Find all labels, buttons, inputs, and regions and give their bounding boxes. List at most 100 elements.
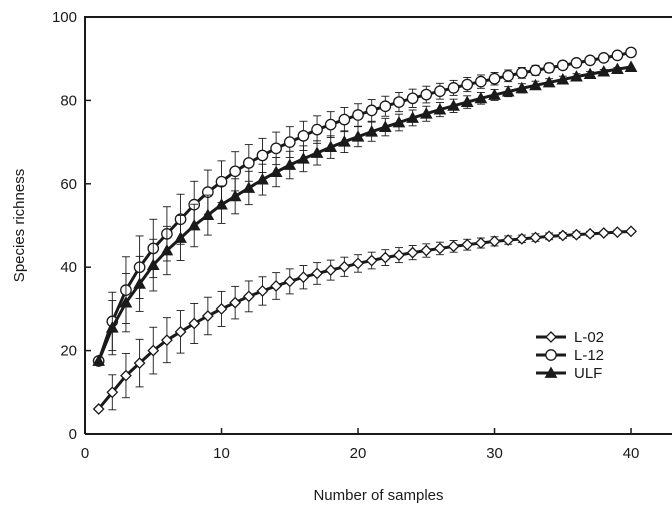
data-point (338, 260, 351, 273)
data-point (515, 67, 528, 79)
data-point (174, 325, 187, 338)
series-line (97, 50, 632, 362)
y-tick-label: 60 (60, 176, 77, 193)
data-point (433, 103, 447, 115)
data-point (229, 165, 242, 178)
data-point (584, 54, 596, 67)
data-point (434, 85, 446, 98)
data-point (406, 92, 419, 105)
data-point (351, 130, 365, 142)
data-point (570, 57, 583, 69)
data-point (324, 118, 337, 131)
legend-marker (545, 349, 557, 361)
x-tick-label: 0 (81, 445, 89, 462)
data-point (105, 321, 119, 333)
x-axis-label: Number of samples (313, 487, 443, 504)
data-point (379, 100, 392, 113)
data-point (529, 231, 542, 244)
legend-label: ULF (574, 365, 602, 382)
series-line (97, 229, 632, 410)
data-point (229, 296, 242, 309)
data-point (393, 249, 405, 262)
data-point (106, 386, 119, 399)
legend-item-ulf: ULF (536, 365, 602, 382)
axes: 0 20 40 60 80 100 0 10 20 30 40 (52, 9, 672, 462)
plot-area (92, 46, 638, 415)
data-point (352, 257, 364, 270)
data-point (215, 175, 228, 188)
data-point (297, 152, 310, 164)
data-point (119, 296, 133, 308)
data-point (352, 109, 364, 121)
data-point (256, 173, 269, 185)
data-point (406, 246, 419, 259)
data-point (147, 344, 160, 357)
data-point (242, 290, 255, 303)
data-point (311, 123, 323, 136)
data-point (542, 75, 556, 88)
legend-marker (544, 366, 558, 378)
data-point (420, 88, 433, 101)
data-point (611, 62, 624, 75)
data-point (502, 69, 515, 82)
data-point (583, 67, 597, 80)
legend-item-l-02: L-02 (536, 329, 604, 346)
data-point (461, 238, 474, 251)
data-point (120, 369, 132, 382)
data-point (556, 59, 569, 72)
data-point (570, 228, 583, 241)
error-bars (108, 52, 622, 352)
y-tick-label: 40 (60, 259, 77, 276)
data-point (160, 334, 173, 347)
data-point (338, 135, 351, 147)
data-point (570, 70, 583, 82)
data-point (447, 82, 460, 94)
data-point (174, 231, 187, 243)
data-point (597, 52, 610, 64)
data-point (515, 232, 528, 245)
data-point (256, 285, 269, 297)
data-point (201, 310, 214, 322)
data-point (502, 234, 515, 247)
data-point (419, 107, 433, 119)
data-point (624, 60, 638, 72)
data-point (283, 275, 296, 288)
data-point (242, 181, 256, 193)
data-point (461, 78, 474, 91)
data-point (256, 149, 269, 162)
data-point (597, 227, 610, 239)
data-point (543, 230, 556, 243)
series-l-02 (92, 225, 637, 415)
series-line (97, 65, 632, 362)
data-point (283, 136, 296, 148)
data-point (92, 403, 105, 415)
data-point (460, 95, 474, 107)
data-point (311, 267, 323, 280)
error-bars (108, 229, 622, 411)
y-tick-label: 0 (69, 426, 77, 443)
data-point (611, 49, 624, 62)
data-point (297, 129, 310, 142)
error-bars (108, 67, 622, 356)
x-tick-label: 20 (350, 445, 367, 462)
data-point (556, 229, 569, 242)
y-tick-label: 80 (60, 92, 77, 109)
data-point (529, 78, 542, 91)
data-point (501, 85, 515, 97)
data-point (365, 104, 378, 117)
data-point (92, 354, 106, 366)
data-point (133, 357, 146, 370)
data-point (625, 225, 637, 238)
legend-marker (545, 331, 557, 343)
data-point (420, 244, 433, 257)
data-point (242, 157, 255, 169)
data-point (365, 125, 379, 137)
data-point (324, 264, 337, 277)
data-point (146, 258, 160, 271)
data-point (378, 120, 392, 132)
data-point (447, 240, 460, 253)
data-point (269, 165, 283, 178)
data-point (338, 113, 351, 126)
